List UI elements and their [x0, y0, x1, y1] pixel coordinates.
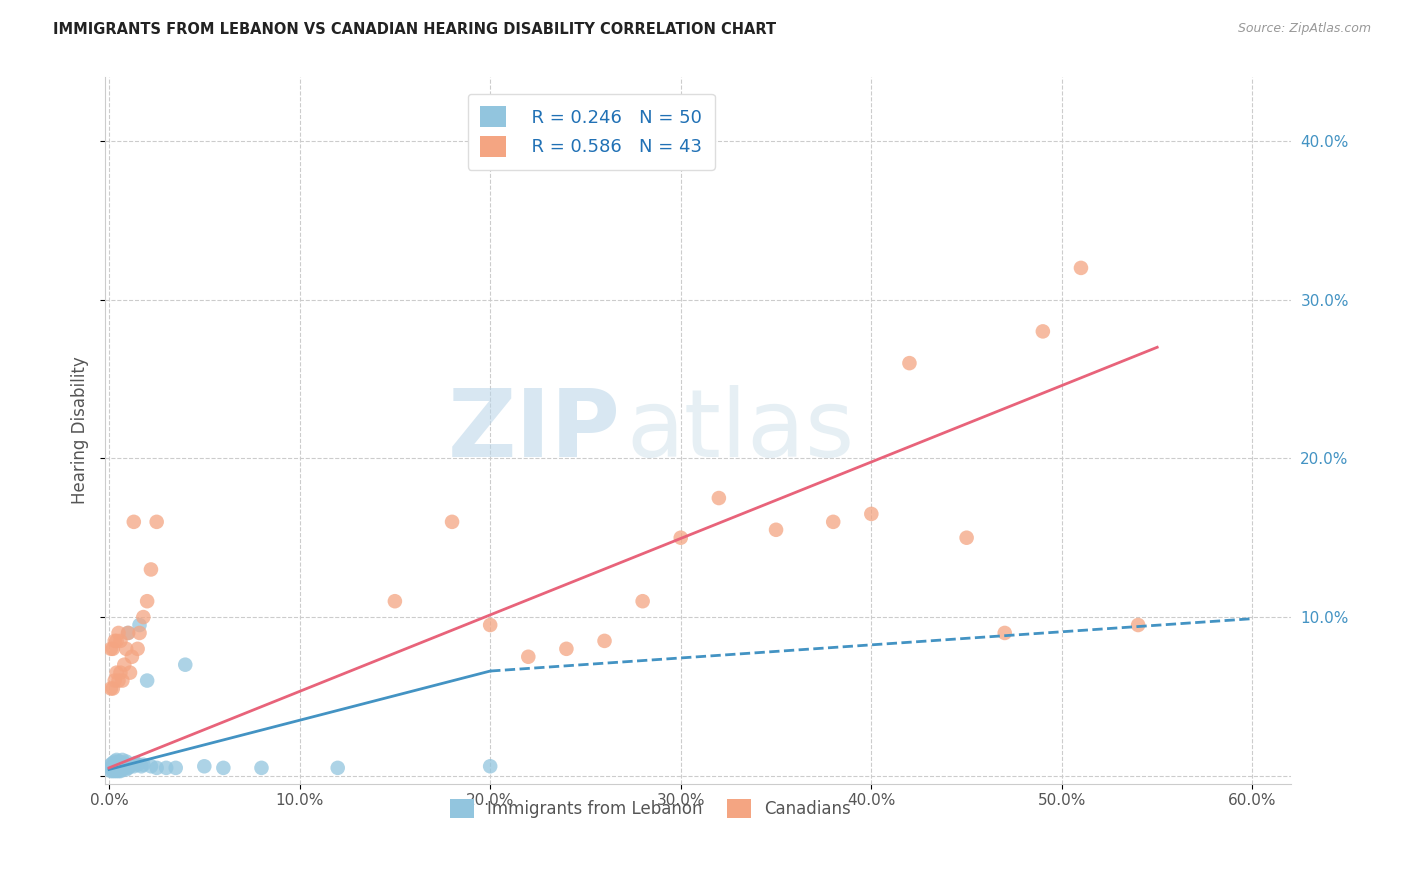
Point: [100, 757, 122, 772]
Point: [132, 757, 155, 772]
Point: [110, 761, 132, 775]
Point: [112, 657, 135, 672]
Point: [155, 761, 177, 775]
Legend: Immigrants from Lebanon, Canadians: Immigrants from Lebanon, Canadians: [443, 792, 858, 825]
Point: [131, 759, 153, 773]
Point: [479, 618, 502, 632]
Point: [121, 757, 143, 772]
Point: [107, 626, 129, 640]
Point: [111, 759, 134, 773]
Point: [139, 562, 162, 576]
Point: [994, 626, 1017, 640]
Point: [101, 641, 124, 656]
Text: ZIP: ZIP: [449, 384, 621, 476]
Point: [1070, 260, 1092, 275]
Point: [139, 759, 162, 773]
Point: [117, 626, 139, 640]
Point: [765, 523, 787, 537]
Point: [125, 756, 148, 770]
Point: [115, 641, 138, 656]
Text: IMMIGRANTS FROM LEBANON VS CANADIAN HEARING DISABILITY CORRELATION CHART: IMMIGRANTS FROM LEBANON VS CANADIAN HEAR…: [53, 22, 776, 37]
Point: [127, 641, 149, 656]
Point: [145, 761, 167, 775]
Point: [250, 761, 273, 775]
Point: [111, 673, 134, 688]
Point: [111, 763, 134, 777]
Point: [555, 641, 578, 656]
Point: [145, 515, 167, 529]
Point: [110, 633, 132, 648]
Point: [105, 761, 128, 775]
Point: [107, 761, 129, 775]
Point: [384, 594, 406, 608]
Point: [104, 763, 127, 777]
Point: [100, 764, 122, 778]
Point: [823, 515, 845, 529]
Point: [118, 759, 141, 773]
Point: [136, 673, 159, 688]
Point: [441, 515, 464, 529]
Point: [212, 761, 235, 775]
Point: [117, 761, 139, 775]
Point: [104, 764, 127, 778]
Point: [110, 665, 132, 680]
Point: [101, 764, 124, 778]
Point: [128, 618, 150, 632]
Point: [517, 649, 540, 664]
Point: [122, 515, 145, 529]
Point: [117, 626, 139, 640]
Point: [107, 764, 129, 778]
Point: [105, 757, 128, 772]
Point: [115, 763, 138, 777]
Point: [100, 761, 122, 775]
Point: [101, 759, 124, 773]
Point: [1032, 325, 1054, 339]
Point: [110, 756, 132, 770]
Point: [105, 753, 128, 767]
Point: [101, 763, 124, 777]
Point: [111, 753, 134, 767]
Point: [593, 633, 616, 648]
Point: [110, 764, 132, 778]
Point: [115, 755, 138, 769]
Point: [107, 755, 129, 769]
Point: [326, 761, 349, 775]
Point: [127, 757, 149, 772]
Text: Source: ZipAtlas.com: Source: ZipAtlas.com: [1237, 22, 1371, 36]
Text: atlas: atlas: [627, 384, 855, 476]
Point: [105, 633, 128, 648]
Point: [107, 673, 129, 688]
Point: [105, 665, 128, 680]
Point: [1126, 618, 1149, 632]
Point: [121, 649, 143, 664]
Point: [118, 665, 141, 680]
Point: [955, 531, 977, 545]
Point: [860, 507, 883, 521]
Point: [132, 610, 155, 624]
Point: [669, 531, 692, 545]
Point: [104, 755, 127, 769]
Point: [112, 756, 135, 770]
Point: [128, 626, 150, 640]
Point: [631, 594, 654, 608]
Point: [165, 761, 187, 775]
Point: [122, 759, 145, 773]
Point: [898, 356, 921, 370]
Point: [479, 759, 502, 773]
Point: [104, 633, 127, 648]
Point: [100, 641, 122, 656]
Point: [107, 757, 129, 772]
Point: [101, 681, 124, 696]
Y-axis label: Hearing Disability: Hearing Disability: [72, 357, 89, 505]
Point: [100, 681, 122, 696]
Point: [707, 491, 730, 505]
Point: [136, 594, 159, 608]
Point: [193, 759, 215, 773]
Point: [104, 673, 127, 688]
Point: [104, 759, 127, 773]
Point: [105, 764, 128, 778]
Point: [174, 657, 197, 672]
Point: [112, 761, 135, 775]
Point: [101, 756, 124, 770]
